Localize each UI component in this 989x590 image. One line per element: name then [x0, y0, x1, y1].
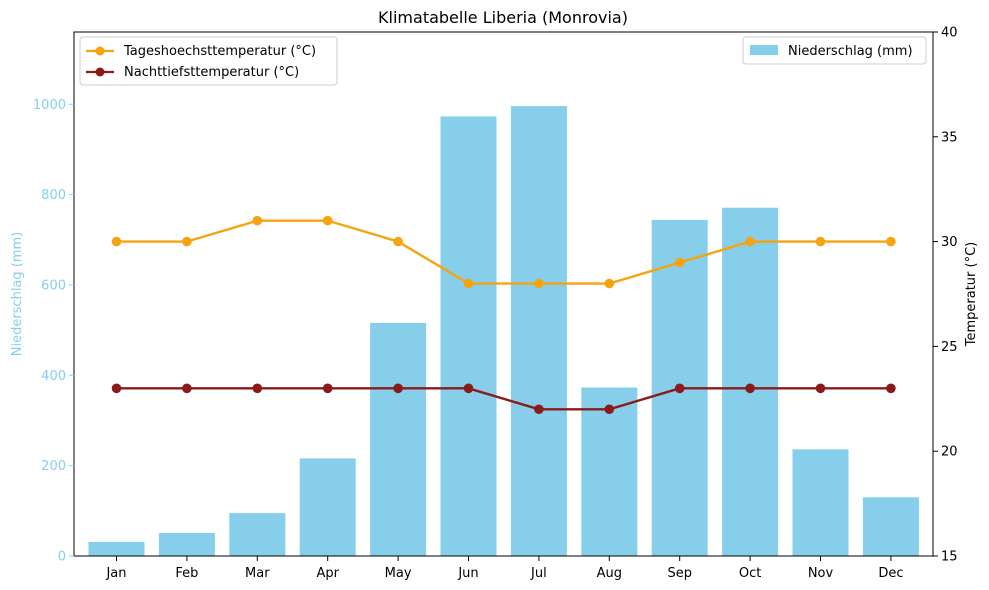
precipitation-bars [88, 106, 919, 556]
night-min-point-feb [182, 383, 192, 394]
legend-night-marker [95, 67, 105, 77]
legend-day-marker [95, 46, 105, 56]
y-left-tick-label: 800 [41, 188, 66, 203]
legend-precip-label: Niederschlag (mm) [788, 44, 913, 59]
day-max-point-oct [745, 236, 755, 247]
legend-lines-box [79, 36, 338, 86]
y-right-tick-label: 20 [941, 445, 958, 460]
bar-mar [229, 513, 286, 556]
y-left-tick-label: 0 [58, 550, 66, 565]
legend-bars: Niederschlag (mm) [742, 36, 927, 65]
bar-jun [440, 116, 497, 556]
y-right-tick-label: 40 [941, 26, 958, 41]
night-min-point-jun [463, 383, 474, 394]
day-max-point-jan [111, 236, 122, 247]
x-tick-label: Jun [457, 566, 478, 581]
legend-night-label: Nachttiefsttemperatur (°C) [124, 65, 299, 80]
bar-oct [722, 207, 779, 556]
x-tick-label: Jan [105, 566, 126, 581]
day-max-point-dec [886, 236, 896, 247]
legend-precip-swatch [750, 45, 778, 55]
night-min-point-oct [745, 383, 755, 394]
night-min-point-sep [674, 383, 685, 394]
bar-apr [299, 458, 356, 556]
y-left-tick-label: 1000 [33, 98, 66, 113]
x-tick-label: Jul [530, 566, 547, 581]
chart-title: Klimatabelle Liberia (Monrovia) [378, 8, 628, 27]
x-tick-label: Apr [316, 566, 339, 581]
day-max-point-nov [815, 236, 826, 247]
x-tick-label: May [385, 566, 412, 581]
y-left-tick-label: 400 [41, 369, 66, 384]
y-left-tick-label: 600 [41, 278, 66, 293]
y-left-tick-label: 200 [41, 459, 66, 474]
night-min-point-nov [815, 383, 826, 394]
y-right-tick-label: 25 [941, 340, 958, 355]
day-max-point-aug [604, 278, 615, 289]
x-tick-label: Aug [597, 566, 622, 581]
x-tick-label: Feb [175, 566, 198, 581]
night-min-point-apr [322, 383, 333, 394]
day-max-point-feb [182, 236, 192, 247]
legend-lines: Tageshoechsttemperatur (°C) Nachttiefstt… [79, 36, 338, 86]
y-axis-right: 15 20 25 30 35 40 [933, 26, 958, 565]
night-min-line [116, 387, 891, 411]
bar-jul [510, 106, 567, 556]
bar-feb [158, 532, 215, 556]
legend-bars-box [742, 36, 927, 65]
y-axis-left: 0 200 400 600 800 1000 [33, 98, 74, 565]
day-max-point-jul [534, 278, 544, 289]
x-tick-label: Dec [878, 566, 903, 581]
x-axis: Jan Feb Mar Apr May Jun Jul Aug Sep Oct Nov Dec [105, 556, 903, 581]
y-right-tick-label: 30 [941, 235, 958, 250]
night-min-point-aug [604, 404, 615, 415]
day-max-point-may [393, 236, 403, 247]
y-axis-right-title: Temperatur (°C) [964, 242, 979, 348]
bar-aug [581, 387, 638, 556]
day-max-point-jun [463, 278, 474, 289]
bar-nov [792, 449, 849, 556]
y-axis-left-title: Niederschlag (mm) [10, 232, 25, 357]
x-tick-label: Sep [667, 566, 692, 581]
night-min-point-dec [886, 383, 896, 394]
bar-may [370, 322, 427, 556]
night-min-point-may [393, 383, 403, 394]
day-max-point-mar [252, 215, 263, 226]
x-tick-label: Oct [739, 566, 761, 581]
y-right-tick-label: 35 [941, 130, 958, 145]
plot-frame [73, 31, 934, 557]
day-max-line [116, 219, 891, 285]
x-tick-label: Mar [245, 566, 270, 581]
y-right-tick-label: 15 [941, 550, 958, 565]
legend-day-label: Tageshoechsttemperatur (°C) [123, 44, 316, 59]
night-min-point-jul [534, 404, 544, 415]
x-tick-label: Nov [808, 566, 834, 581]
night-min-point-jan [111, 383, 122, 394]
day-max-point-apr [322, 215, 333, 226]
temperature-lines [111, 215, 896, 415]
night-min-point-mar [252, 383, 263, 394]
day-max-point-sep [674, 257, 685, 268]
bar-dec [862, 497, 919, 556]
bar-jan [88, 541, 145, 556]
